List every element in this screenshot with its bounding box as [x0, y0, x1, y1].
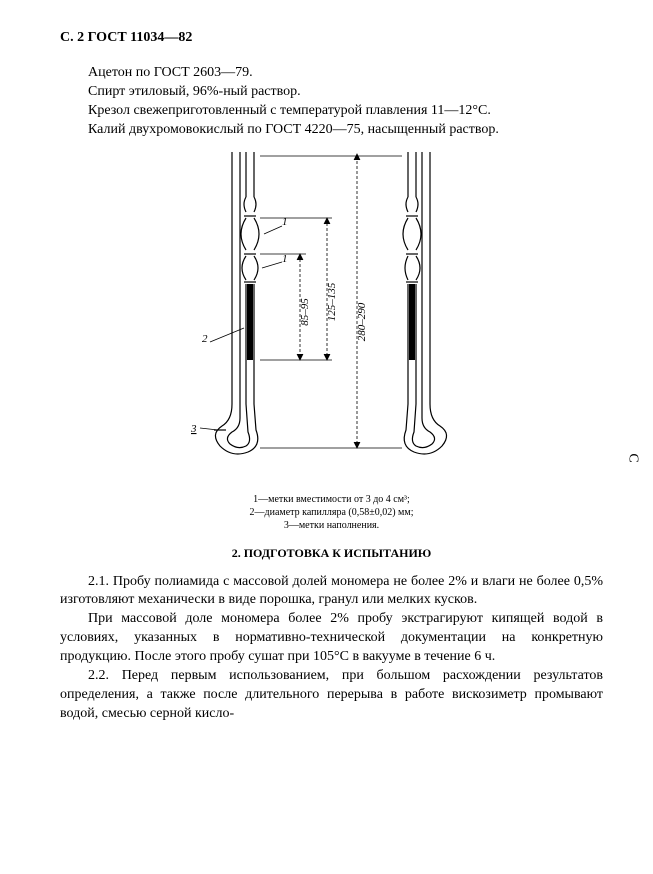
dim-outer: 280–290 [356, 302, 368, 341]
dim-mid: 125–135 [326, 282, 338, 321]
fig-label-1b: 1 [282, 253, 288, 265]
caption-line-3: 3—метки наполнения. [284, 520, 379, 531]
page-header: С. 2 ГОСТ 11034—82 [60, 30, 603, 46]
side-marker: С [624, 453, 640, 462]
figure-caption: 1—метки вместимости от 3 до 4 см³; 2—диа… [250, 493, 414, 532]
viscometer-diagram: 1 1 2 3 280–290 125–135 85–95 [182, 152, 482, 487]
paragraph-2: Спирт этиловый, 96%-ный раствор. [60, 83, 603, 102]
caption-line-1: 1—метки вместимости от 3 до 4 см³; [253, 494, 410, 505]
paragraph-1: Ацетон по ГОСТ 2603—79. [60, 64, 603, 83]
figure-container: 1 1 2 3 280–290 125–135 85–95 1—метки вм… [60, 152, 603, 532]
fig-label-1a: 1 [282, 216, 288, 228]
fig-label-3: 3 [190, 423, 197, 435]
section-title: 2. ПОДГОТОВКА К ИСПЫТАНИЮ [60, 546, 603, 561]
page: С. 2 ГОСТ 11034—82 Ацетон по ГОСТ 2603—7… [0, 0, 653, 874]
caption-line-2: 2—диаметр капилляра (0,58±0,02) мм; [250, 507, 414, 518]
paragraph-4: Калий двухромовокислый по ГОСТ 4220—75, … [60, 121, 603, 140]
paragraph-7: 2.2. Перед первым использованием, при бо… [60, 667, 603, 724]
fig-label-2: 2 [202, 333, 208, 345]
paragraph-6: При массовой доле мономера более 2% проб… [60, 610, 603, 667]
dim-inner: 85–95 [299, 297, 311, 325]
paragraph-5: 2.1. Пробу полиамида с массовой долей мо… [60, 573, 603, 611]
paragraph-3: Крезол свежеприготовленный с температуро… [60, 102, 603, 121]
